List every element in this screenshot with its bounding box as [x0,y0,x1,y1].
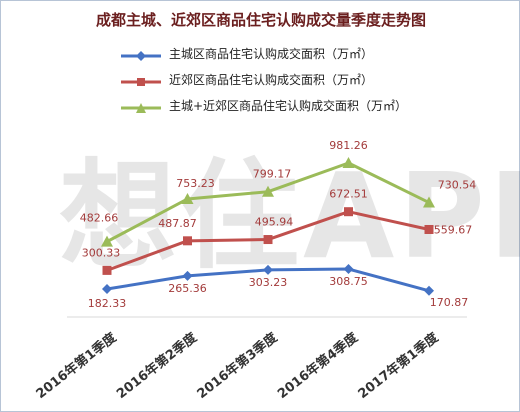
data-point-2-2 [262,185,274,197]
data-label-0-3: 308.75 [329,275,368,288]
data-label-2-1: 753.23 [176,177,215,190]
legend-label-main-city: 主城区商品住宅认购成交面积（万㎡） [169,46,374,61]
data-point-0-3 [343,264,354,275]
series-1: 300.33 487.87 495.94 672.51 559.67 [82,188,473,275]
data-point-0-1 [182,270,193,281]
data-label-1-2: 495.94 [255,216,294,229]
data-label-0-4: 170.87 [430,296,469,309]
legend-label-total: 主城+近郊区商品住宅认购成交面积（万㎡） [169,98,408,113]
series-2: 482.66 753.23 799.17 981.26 730.54 [80,139,477,247]
data-label-2-2: 799.17 [253,168,292,181]
legend-swatch-total [119,99,163,113]
x-tick-label-0: 2016年第1季度 [33,329,120,402]
legend-label-suburb: 近郊区商品住宅认购成交面积（万㎡） [169,72,374,87]
legend-item-total: 主城+近郊区商品住宅认购成交面积（万㎡） [119,95,407,115]
series-0: 182.33 265.36 303.23 308.75 170.87 [88,264,469,310]
data-point-1-2 [263,235,273,245]
x-tick-label-3: 2016年第4季度 [274,329,361,402]
x-tick-label-1: 2016年第2季度 [113,329,200,402]
data-point-2-0 [101,235,113,247]
data-label-1-0: 300.33 [82,246,121,259]
data-point-0-4 [424,285,434,296]
chart-title: 成都主城、近郊区商品住宅认购成交量季度走势图 [95,11,426,29]
data-point-1-0 [102,265,112,275]
data-label-0-0: 182.33 [88,297,127,310]
data-point-0-0 [102,284,112,294]
data-label-2-3: 981.26 [329,139,368,152]
x-tick-label-2: 2016年第3季度 [194,329,281,402]
data-point-1-4 [424,224,434,234]
legend-swatch-main-city [119,47,163,61]
data-point-2-3 [342,157,355,168]
data-label-1-1: 487.87 [158,217,197,230]
data-label-0-2: 303.23 [249,276,288,289]
data-point-1-1 [183,236,192,246]
data-point-0-2 [263,264,273,275]
data-point-1-3 [344,207,353,217]
data-point-2-1 [181,192,194,204]
chart-legend: 主城区商品住宅认购成交面积（万㎡） 近郊区商品住宅认购成交面积（万㎡） 主城+近… [119,43,407,121]
data-label-0-1: 265.36 [168,282,207,295]
data-label-2-4: 730.54 [438,179,477,192]
data-label-1-3: 672.51 [329,188,368,201]
legend-item-main-city: 主城区商品住宅认购成交面积（万㎡） [119,43,407,63]
legend-item-suburb: 近郊区商品住宅认购成交面积（万㎡） [119,69,407,89]
x-tick-label-4: 2017年第1季度 [355,329,442,402]
data-label-2-0: 482.66 [80,212,119,225]
data-point-2-4 [423,196,435,208]
data-label-1-4: 559.67 [434,223,473,236]
legend-swatch-suburb [119,73,163,86]
